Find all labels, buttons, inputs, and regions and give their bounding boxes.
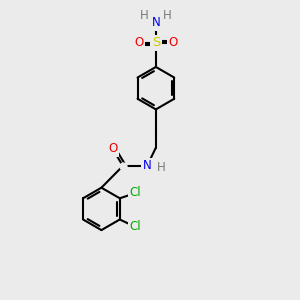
Text: O: O (134, 36, 143, 49)
Text: O: O (108, 142, 117, 155)
Text: Cl: Cl (129, 220, 141, 233)
Text: H: H (157, 161, 166, 174)
Text: O: O (168, 36, 178, 49)
Text: N: N (152, 16, 160, 29)
Text: S: S (152, 36, 160, 49)
Text: Cl: Cl (129, 187, 141, 200)
Text: H: H (163, 9, 172, 22)
Text: N: N (143, 159, 152, 172)
Text: H: H (140, 9, 149, 22)
